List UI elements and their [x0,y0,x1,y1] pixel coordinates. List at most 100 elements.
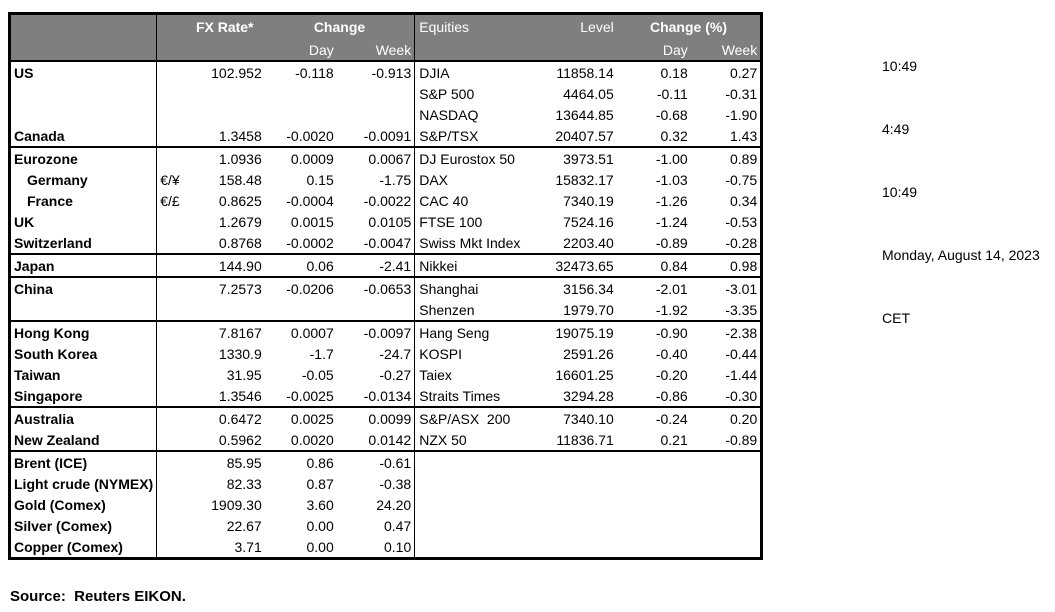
table-header: FX Rate* Change Equities Level Change (%… [9,13,762,62]
equity-level-cell: 2591.26 [563,345,614,362]
fx-pair-symbol-cell [156,406,185,429]
equity-level-cell: 3973.51 [548,146,617,169]
equity-week-change-cell: -3.35 [725,301,758,318]
fx-pair-symbol-cell [157,61,185,83]
equity-week-change-cell: -1.44 [725,366,758,383]
equity-day-change-cell: -1.92 [655,301,688,318]
country-cell: New Zealand [9,429,158,451]
fx-week-change-cell: -0.0097 [336,320,416,343]
date-line: Monday, August 14, 2023 [882,247,1040,263]
equity-name-cell: Hang Seng [414,320,549,343]
header-level-spacer [548,39,617,62]
fx-rate-cell: 85.95 [184,450,265,473]
equity-day-change-cell: 0.18 [660,64,688,81]
header-fx-rate-spacer [184,39,265,62]
fx-rate-cell: 3.71 [234,538,262,555]
fx-day-change-cell: -0.0004 [286,192,334,209]
table-body: US 102.952 -0.118 -0.913 DJIA 11858.14 0… [9,61,762,559]
fx-day-change-cell: 0.0020 [290,431,334,448]
country-cell: South Korea [9,343,158,364]
fx-pair-symbol-cell [157,83,185,104]
equity-week-change-cell: -2.38 [690,320,762,343]
fx-pair-symbol-cell [157,211,185,232]
fx-pair-symbol-cell [157,104,185,125]
country-cell: Eurozone [9,146,158,169]
equity-level-cell: 3156.34 [548,276,617,299]
equity-name-cell [414,450,549,473]
table-row: Gold (Comex) 1909.30 3.60 24.20 [9,494,762,515]
fx-rate-cell: 1.0936 [184,146,265,169]
equity-name-cell: NZX 50 [419,431,467,448]
equity-week-change-cell: -0.89 [725,431,758,448]
header-symbol-spacer2 [156,39,185,62]
fx-rate-cell: 158.48 [218,171,262,188]
equity-day-change-cell: -1.03 [655,171,688,188]
fx-rate-cell: 144.90 [184,253,265,277]
timestamps: 10:49 4:49 10:49 Monday, August 14, 2023… [882,14,1040,371]
equity-week-change-cell: -0.75 [725,171,758,188]
table-row: Canada 1.3458 -0.0020 -0.0091 S&P/TSX 20… [9,125,762,147]
equity-week-change-cell: 0.27 [729,64,758,81]
fx-day-change-cell [265,299,337,321]
equity-level-cell: 2203.40 [563,234,614,251]
table-row: Japan 144.90 0.06 -2.41 Nikkei 32473.65 … [9,253,762,277]
equity-week-change-cell: -0.44 [725,345,758,362]
fx-rate-cell: 102.952 [211,64,262,81]
equity-level-cell: 7340.10 [548,406,617,429]
header-equities: Equities [414,13,549,39]
country-cell [9,104,158,125]
fx-week-change-cell: 0.47 [336,515,416,536]
fx-rate-cell: 0.8768 [218,234,262,251]
table-row: South Korea 1330.9 -1.7 -24.7 KOSPI 2591… [9,343,762,364]
equity-level-cell: 11836.71 [556,431,614,448]
header-fx-rate: FX Rate* [184,13,265,39]
fx-pair-symbol-cell [157,299,185,321]
footer: Source: Reuters EIKON. * FX Rate for USD… [10,546,777,612]
fx-rate-cell: 31.95 [226,366,262,383]
fx-day-change-cell: 0.06 [264,253,337,277]
country-cell: China [9,276,158,299]
header-level: Level [548,13,617,39]
header-eq-week: Week [690,39,762,62]
fx-week-change-cell: 0.10 [336,536,416,559]
country-cell: Copper (Comex) [9,536,158,559]
equity-day-change-cell [617,494,691,515]
fx-pair-symbol-cell [157,125,185,147]
header-name-spacer2 [9,39,158,62]
equity-day-change-cell [617,473,691,494]
country-cell [9,83,158,104]
fx-week-change-cell: -0.27 [336,364,416,385]
fx-day-change-cell: 0.0007 [264,320,337,343]
fx-day-change-cell: 0.86 [264,450,337,473]
fx-rate-cell: 0.6472 [184,406,265,429]
equity-week-change-cell: -0.30 [725,387,758,404]
header-equity-spacer [414,39,549,62]
equity-level-cell: 15832.17 [555,171,614,188]
fx-pair-symbol-cell [157,473,185,494]
fx-week-change-cell: -1.75 [336,169,416,190]
fx-week-change-cell: -0.61 [336,450,416,473]
equity-level-cell: 7524.16 [563,213,614,230]
equity-name-cell [415,494,549,515]
table-row: Eurozone 1.0936 0.0009 0.0067 DJ Eurosto… [9,146,762,169]
fx-day-change-cell: 0.0025 [264,406,337,429]
equity-name-cell: Shanghai [414,276,549,299]
equity-day-change-cell: -1.26 [655,192,688,209]
fx-day-change-cell: 0.0015 [290,213,334,230]
country-cell: Light crude (NYMEX) [9,473,158,494]
header-eq-change-pct: Change (%) [616,13,762,39]
equity-day-change-cell: -0.20 [655,366,688,383]
fx-week-change-cell: -0.0047 [336,232,416,254]
equity-name-cell: Nikkei [414,253,549,277]
source-line: Source: Reuters EIKON. [10,588,186,605]
equity-level-cell: 3294.28 [563,387,614,404]
table-row: S&P 500 4464.05 -0.11 -0.31 [9,83,762,104]
fx-week-change-cell: 0.0099 [336,406,416,429]
fx-pair-symbol-cell [156,320,185,343]
timezone-line: CET [882,310,910,326]
fx-week-change-cell: 0.0067 [336,146,416,169]
table-row: Taiwan 31.95 -0.05 -0.27 Taiex 16601.25 … [9,364,762,385]
equity-level-cell: 13644.85 [555,106,614,123]
fx-rate-cell: 0.5962 [218,431,262,448]
